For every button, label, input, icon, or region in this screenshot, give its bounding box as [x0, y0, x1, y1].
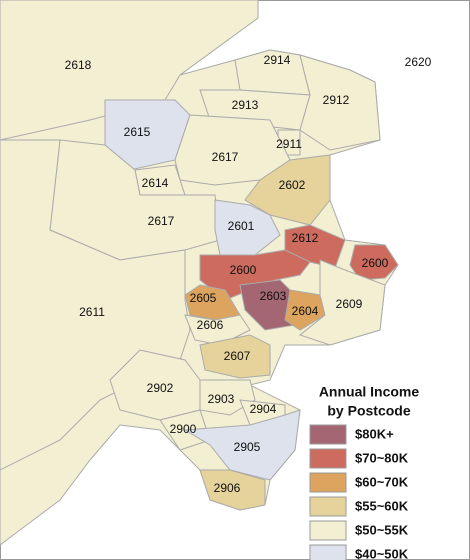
legend-swatch: [309, 544, 347, 560]
region-label: 2618: [65, 58, 92, 72]
region-label: 2606: [197, 318, 224, 332]
region-label: 2913: [232, 98, 259, 112]
region-label: 2601: [228, 219, 255, 233]
legend-label: $50~55K: [355, 522, 409, 537]
region-label: 2900: [170, 422, 197, 436]
region-label: 2612: [292, 231, 319, 245]
legend-swatch: [309, 448, 347, 469]
region-label: 2905: [234, 440, 261, 454]
region: [199, 334, 271, 379]
region: [299, 54, 381, 151]
region-label: 2914: [264, 53, 291, 67]
region-labels: 2618 2914 2620 2913 2912 2615 2911 2617 2602 2614…: [65, 53, 432, 495]
region: [183, 409, 301, 481]
legend-swatch: [309, 520, 347, 541]
region: [284, 289, 326, 331]
region: [0, 0, 259, 141]
region-label: 2903: [208, 392, 235, 406]
legend-swatch: [309, 496, 347, 517]
regions: [0, 0, 399, 511]
region-label: 2603: [260, 289, 287, 303]
legend-swatch: [309, 472, 347, 493]
region-label: 2602: [279, 178, 306, 192]
region: [214, 199, 281, 256]
region-label: 2902: [147, 381, 174, 395]
region-label: 2600: [362, 256, 389, 270]
legend-label: $80K+: [355, 426, 394, 441]
region: [199, 469, 266, 511]
legend-label: $60~70K: [355, 474, 409, 489]
legend-title: Annual Income: [319, 384, 420, 400]
region-label: 2609: [336, 297, 363, 311]
region-label: 2911: [276, 137, 302, 151]
region-label: 2611: [79, 305, 105, 319]
region: [0, 139, 191, 471]
legend-swatch: [309, 424, 347, 445]
region: [298, 259, 386, 346]
region-label: 2617: [148, 214, 175, 228]
region: [184, 314, 251, 346]
region: [244, 154, 331, 226]
region-label: 2600: [230, 263, 257, 277]
region-label: 2605: [190, 291, 217, 305]
region-label: 2617: [212, 150, 239, 164]
region-label: 2607: [224, 349, 251, 363]
region-label: 2615: [124, 125, 151, 139]
region-label: 2614: [142, 176, 169, 190]
region-label: 2912: [323, 93, 350, 107]
legend-label: $55~60K: [355, 498, 409, 513]
region-label: 2906: [214, 481, 241, 495]
legend-title: by Postcode: [327, 403, 410, 419]
region: [174, 114, 291, 186]
region-label: 2604: [292, 304, 319, 318]
region-label: 2620: [405, 55, 432, 69]
legend-label: $40~50K: [355, 546, 409, 560]
region-label: 2904: [250, 402, 277, 416]
region: [349, 244, 399, 281]
legend-label: $70~80K: [355, 450, 409, 465]
legend: Annual Income by Postcode $80K+ $70~80K $60~…: [309, 384, 420, 560]
